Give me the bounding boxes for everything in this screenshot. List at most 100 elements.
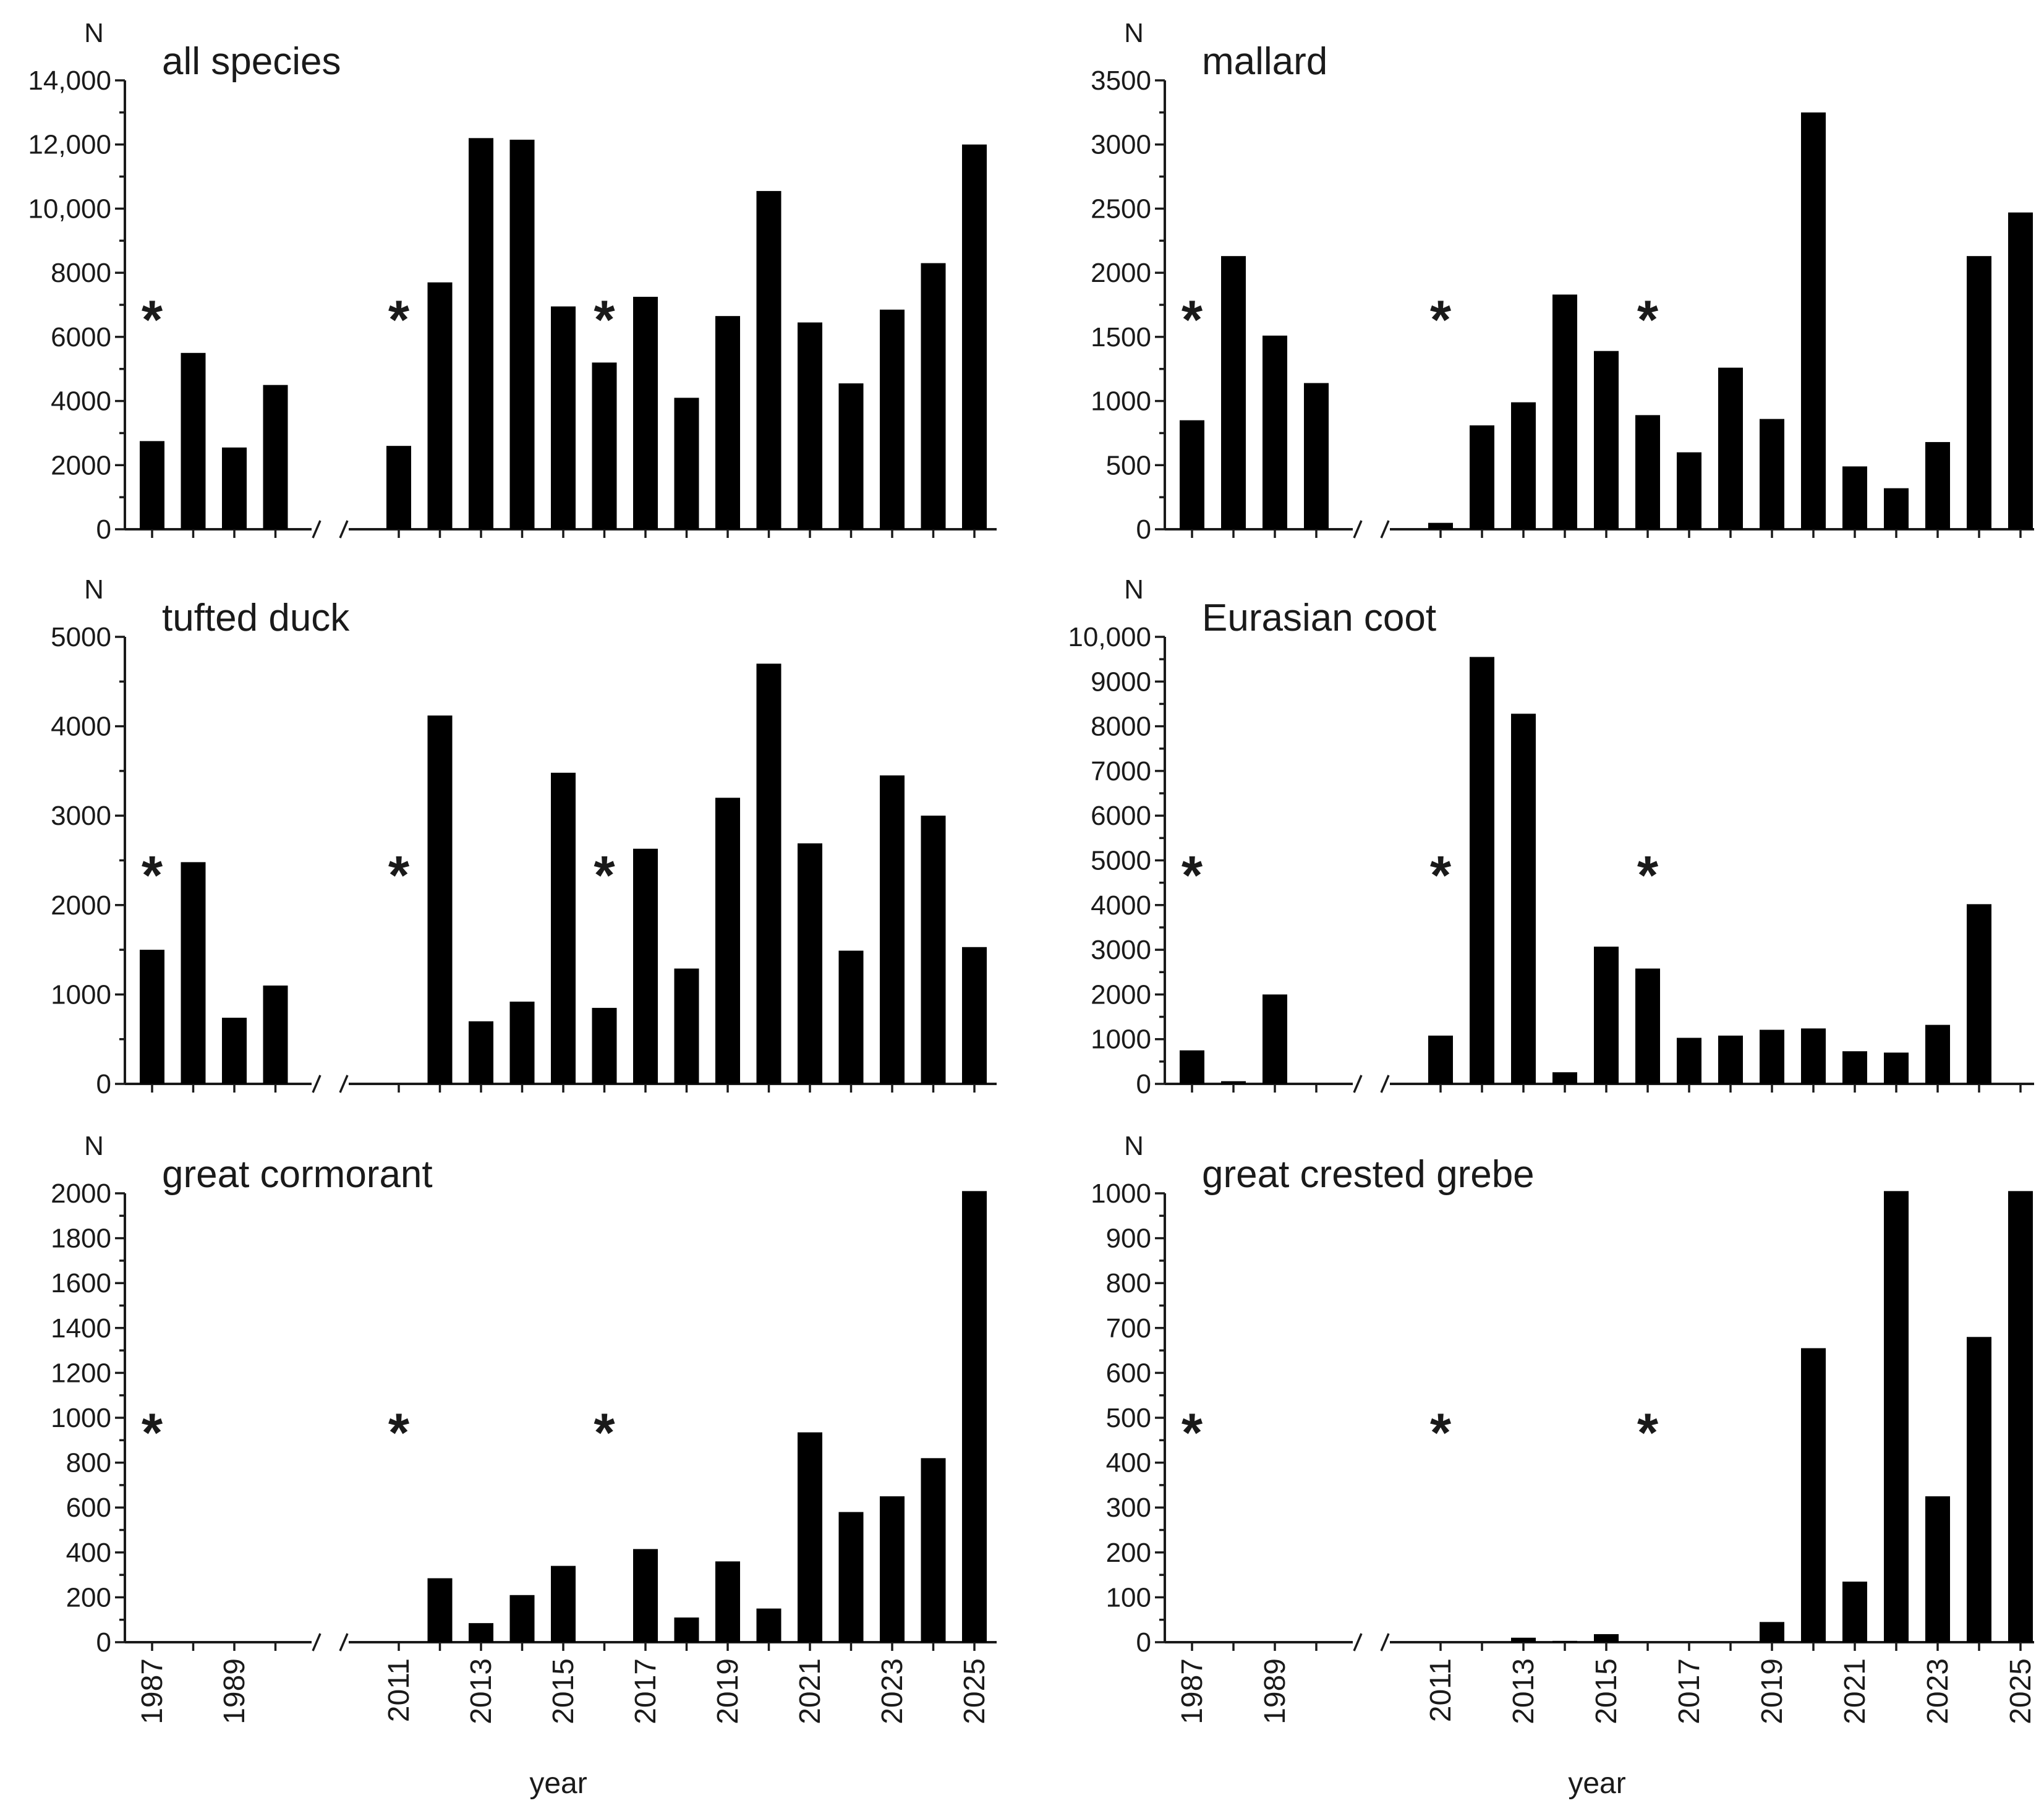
star-marker-2016: *	[1637, 289, 1659, 350]
bar-2012	[427, 715, 453, 1084]
y-tick-label: 1000	[51, 1403, 111, 1433]
x-tick-label-2015: 2015	[547, 1658, 580, 1724]
bar-2013	[1511, 402, 1536, 529]
y-tick-label: 0	[1136, 514, 1151, 545]
bar-2018	[674, 968, 699, 1084]
y-tick-label: 0	[96, 514, 111, 545]
bar-2019	[715, 798, 740, 1084]
x-tick-label-2013: 2013	[465, 1658, 498, 1724]
bar-2021	[798, 1432, 822, 1642]
star-marker-2011: *	[388, 845, 410, 906]
y-tick-label: 800	[66, 1448, 111, 1478]
y-tick-label: 1500	[1091, 322, 1151, 352]
axis-break-mark	[339, 1633, 349, 1651]
panel-title: tufted duck	[162, 597, 350, 639]
bar-2013	[469, 138, 493, 530]
bar-2021	[798, 322, 822, 529]
y-tick-label: 3000	[1091, 935, 1151, 965]
x-tick-label-1989: 1989	[218, 1658, 251, 1724]
bar-2024	[921, 1458, 946, 1642]
bar-2023	[1925, 1496, 1950, 1642]
bar-2014	[1552, 1072, 1577, 1084]
y-tick-label: 0	[1136, 1069, 1151, 1099]
bar-2014	[509, 1001, 535, 1084]
bar-2019	[715, 316, 740, 529]
bar-2024	[1967, 256, 1991, 529]
bar-2022	[1884, 1052, 1909, 1084]
bar-1988	[1221, 1081, 1246, 1084]
y-tick-label: 800	[1106, 1268, 1151, 1298]
bar-2014	[509, 139, 535, 529]
y-axis-label: N	[84, 574, 104, 605]
star-marker-2011: *	[388, 289, 410, 350]
bar-2022	[1884, 488, 1909, 529]
y-tick-label: 200	[1106, 1538, 1151, 1568]
y-tick-label: 7000	[1091, 756, 1151, 786]
bar-2022	[1884, 1191, 1909, 1642]
bar-2012	[427, 1578, 453, 1642]
axis-break-mark	[312, 520, 322, 539]
axis-break-mark	[312, 1633, 322, 1651]
bar-2016	[1635, 415, 1660, 529]
axis-break-mark	[1380, 520, 1390, 539]
y-tick-label: 2000	[51, 890, 111, 921]
y-tick-label: 12,000	[28, 130, 111, 160]
bar-2017	[633, 1549, 658, 1642]
panel-great-crested-grebe: great crested grebe N 0 100 200 300 400 500 600 7…	[1091, 1131, 2037, 1800]
y-tick-label: 8000	[51, 258, 111, 288]
axis-break-mark	[1353, 1075, 1363, 1093]
bar-1989	[222, 447, 247, 529]
bar-2019	[1760, 419, 1784, 529]
star-marker-1987: *	[142, 845, 163, 906]
bar-2021	[1842, 466, 1867, 529]
bar-1987	[140, 441, 164, 529]
x-tick-label-2025: 2025	[2004, 1658, 2037, 1724]
bar-1989	[1263, 994, 1287, 1084]
bar-1990	[263, 985, 288, 1084]
bar-1987	[1180, 420, 1204, 529]
bar-2016	[592, 1008, 617, 1084]
star-marker-2016: *	[594, 289, 615, 350]
bar-2012	[427, 282, 453, 529]
y-tick-label: 0	[96, 1627, 111, 1658]
bar-2020	[756, 663, 781, 1084]
x-tick-label-2019: 2019	[712, 1658, 744, 1724]
panel-title: great crested grebe	[1202, 1153, 1535, 1196]
axis-break-mark	[1380, 1075, 1390, 1093]
y-tick-label: 1400	[51, 1313, 111, 1344]
y-tick-label: 5000	[1091, 846, 1151, 876]
bar-1988	[181, 352, 206, 529]
panel-title: mallard	[1202, 40, 1327, 83]
panel-title: all species	[162, 40, 341, 83]
bar-2022	[838, 383, 864, 529]
bar-2020	[1801, 1028, 1826, 1084]
bar-1988	[1221, 256, 1246, 529]
bar-2015	[1594, 947, 1619, 1084]
bar-1987	[1180, 1050, 1204, 1084]
y-tick-label: 2000	[51, 1178, 111, 1209]
y-tick-label: 3500	[1091, 66, 1151, 96]
x-tick-label-2023: 2023	[876, 1658, 909, 1724]
x-tick-label-2023: 2023	[1922, 1658, 1954, 1724]
bar-2022	[838, 1512, 864, 1642]
bar-2012	[1470, 657, 1494, 1084]
bar-2013	[469, 1623, 493, 1642]
y-tick-label: 600	[1106, 1358, 1151, 1388]
bar-2023	[880, 775, 905, 1084]
bar-2019	[1760, 1029, 1784, 1084]
y-tick-label: 1000	[1091, 1178, 1151, 1209]
y-tick-label: 3000	[51, 801, 111, 831]
bar-2013	[1511, 1637, 1536, 1642]
y-tick-label: 0	[1136, 1627, 1151, 1658]
bar-2011	[1428, 522, 1453, 529]
bar-2021	[798, 843, 822, 1084]
x-tick-label-2013: 2013	[1507, 1658, 1540, 1724]
x-axis-title: year	[1568, 1767, 1625, 1800]
x-tick-label-1987: 1987	[136, 1658, 169, 1724]
bar-2020	[756, 190, 781, 530]
y-tick-label: 4000	[51, 712, 111, 742]
bar-2015	[551, 306, 576, 529]
bar-2012	[1470, 425, 1494, 529]
star-marker-2016: *	[594, 845, 615, 906]
